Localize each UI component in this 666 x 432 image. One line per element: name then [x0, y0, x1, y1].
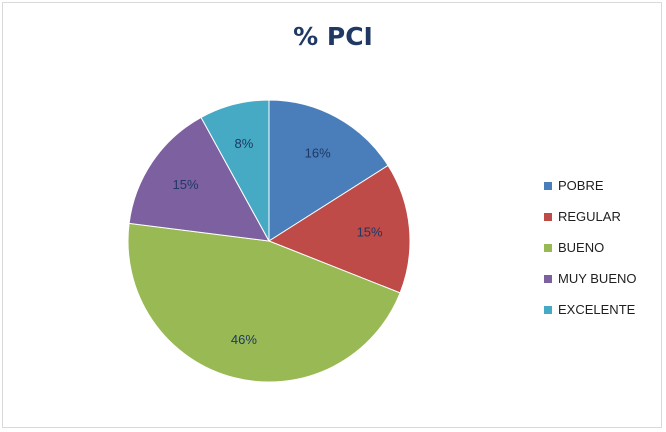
data-label-excelente: 8% — [235, 136, 254, 151]
legend-label-bueno: BUENO — [558, 240, 605, 255]
legend-swatch-regular — [544, 212, 552, 221]
data-label-regular: 15% — [357, 225, 383, 240]
legend-item-pobre: POBRE — [544, 170, 637, 201]
chart-title: % PCI — [293, 22, 373, 51]
legend-item-bueno: BUENO — [544, 232, 637, 263]
legend-item-regular: REGULAR — [544, 201, 637, 232]
pie-slice-regular — [267, 164, 411, 294]
legend-item-excelente: EXCELENTE — [544, 294, 637, 325]
legend-label-muy-bueno: MUY BUENO — [558, 271, 637, 286]
legend-item-muy-bueno: MUY BUENO — [544, 263, 637, 294]
legend-swatch-excelente — [544, 305, 552, 314]
pie-slice-pobre — [268, 99, 389, 242]
legend-label-regular: REGULAR — [558, 209, 621, 224]
pie-slice-excelente — [200, 99, 270, 242]
legend-swatch-bueno — [544, 243, 552, 252]
data-label-pobre: 16% — [305, 146, 331, 161]
legend-swatch-muy-bueno — [544, 274, 552, 283]
legend-label-excelente: EXCELENTE — [558, 302, 636, 317]
legend-swatch-pobre — [544, 181, 552, 190]
legend-label-pobre: POBRE — [558, 178, 604, 193]
legend: POBRE REGULAR BUENO MUY BUENO EXCELENTE — [544, 170, 637, 325]
data-label-muy-bueno: 15% — [172, 177, 198, 192]
data-label-bueno: 46% — [231, 332, 257, 347]
pie-slice-muy-bueno — [128, 116, 270, 242]
pie-slice-bueno — [127, 222, 401, 383]
